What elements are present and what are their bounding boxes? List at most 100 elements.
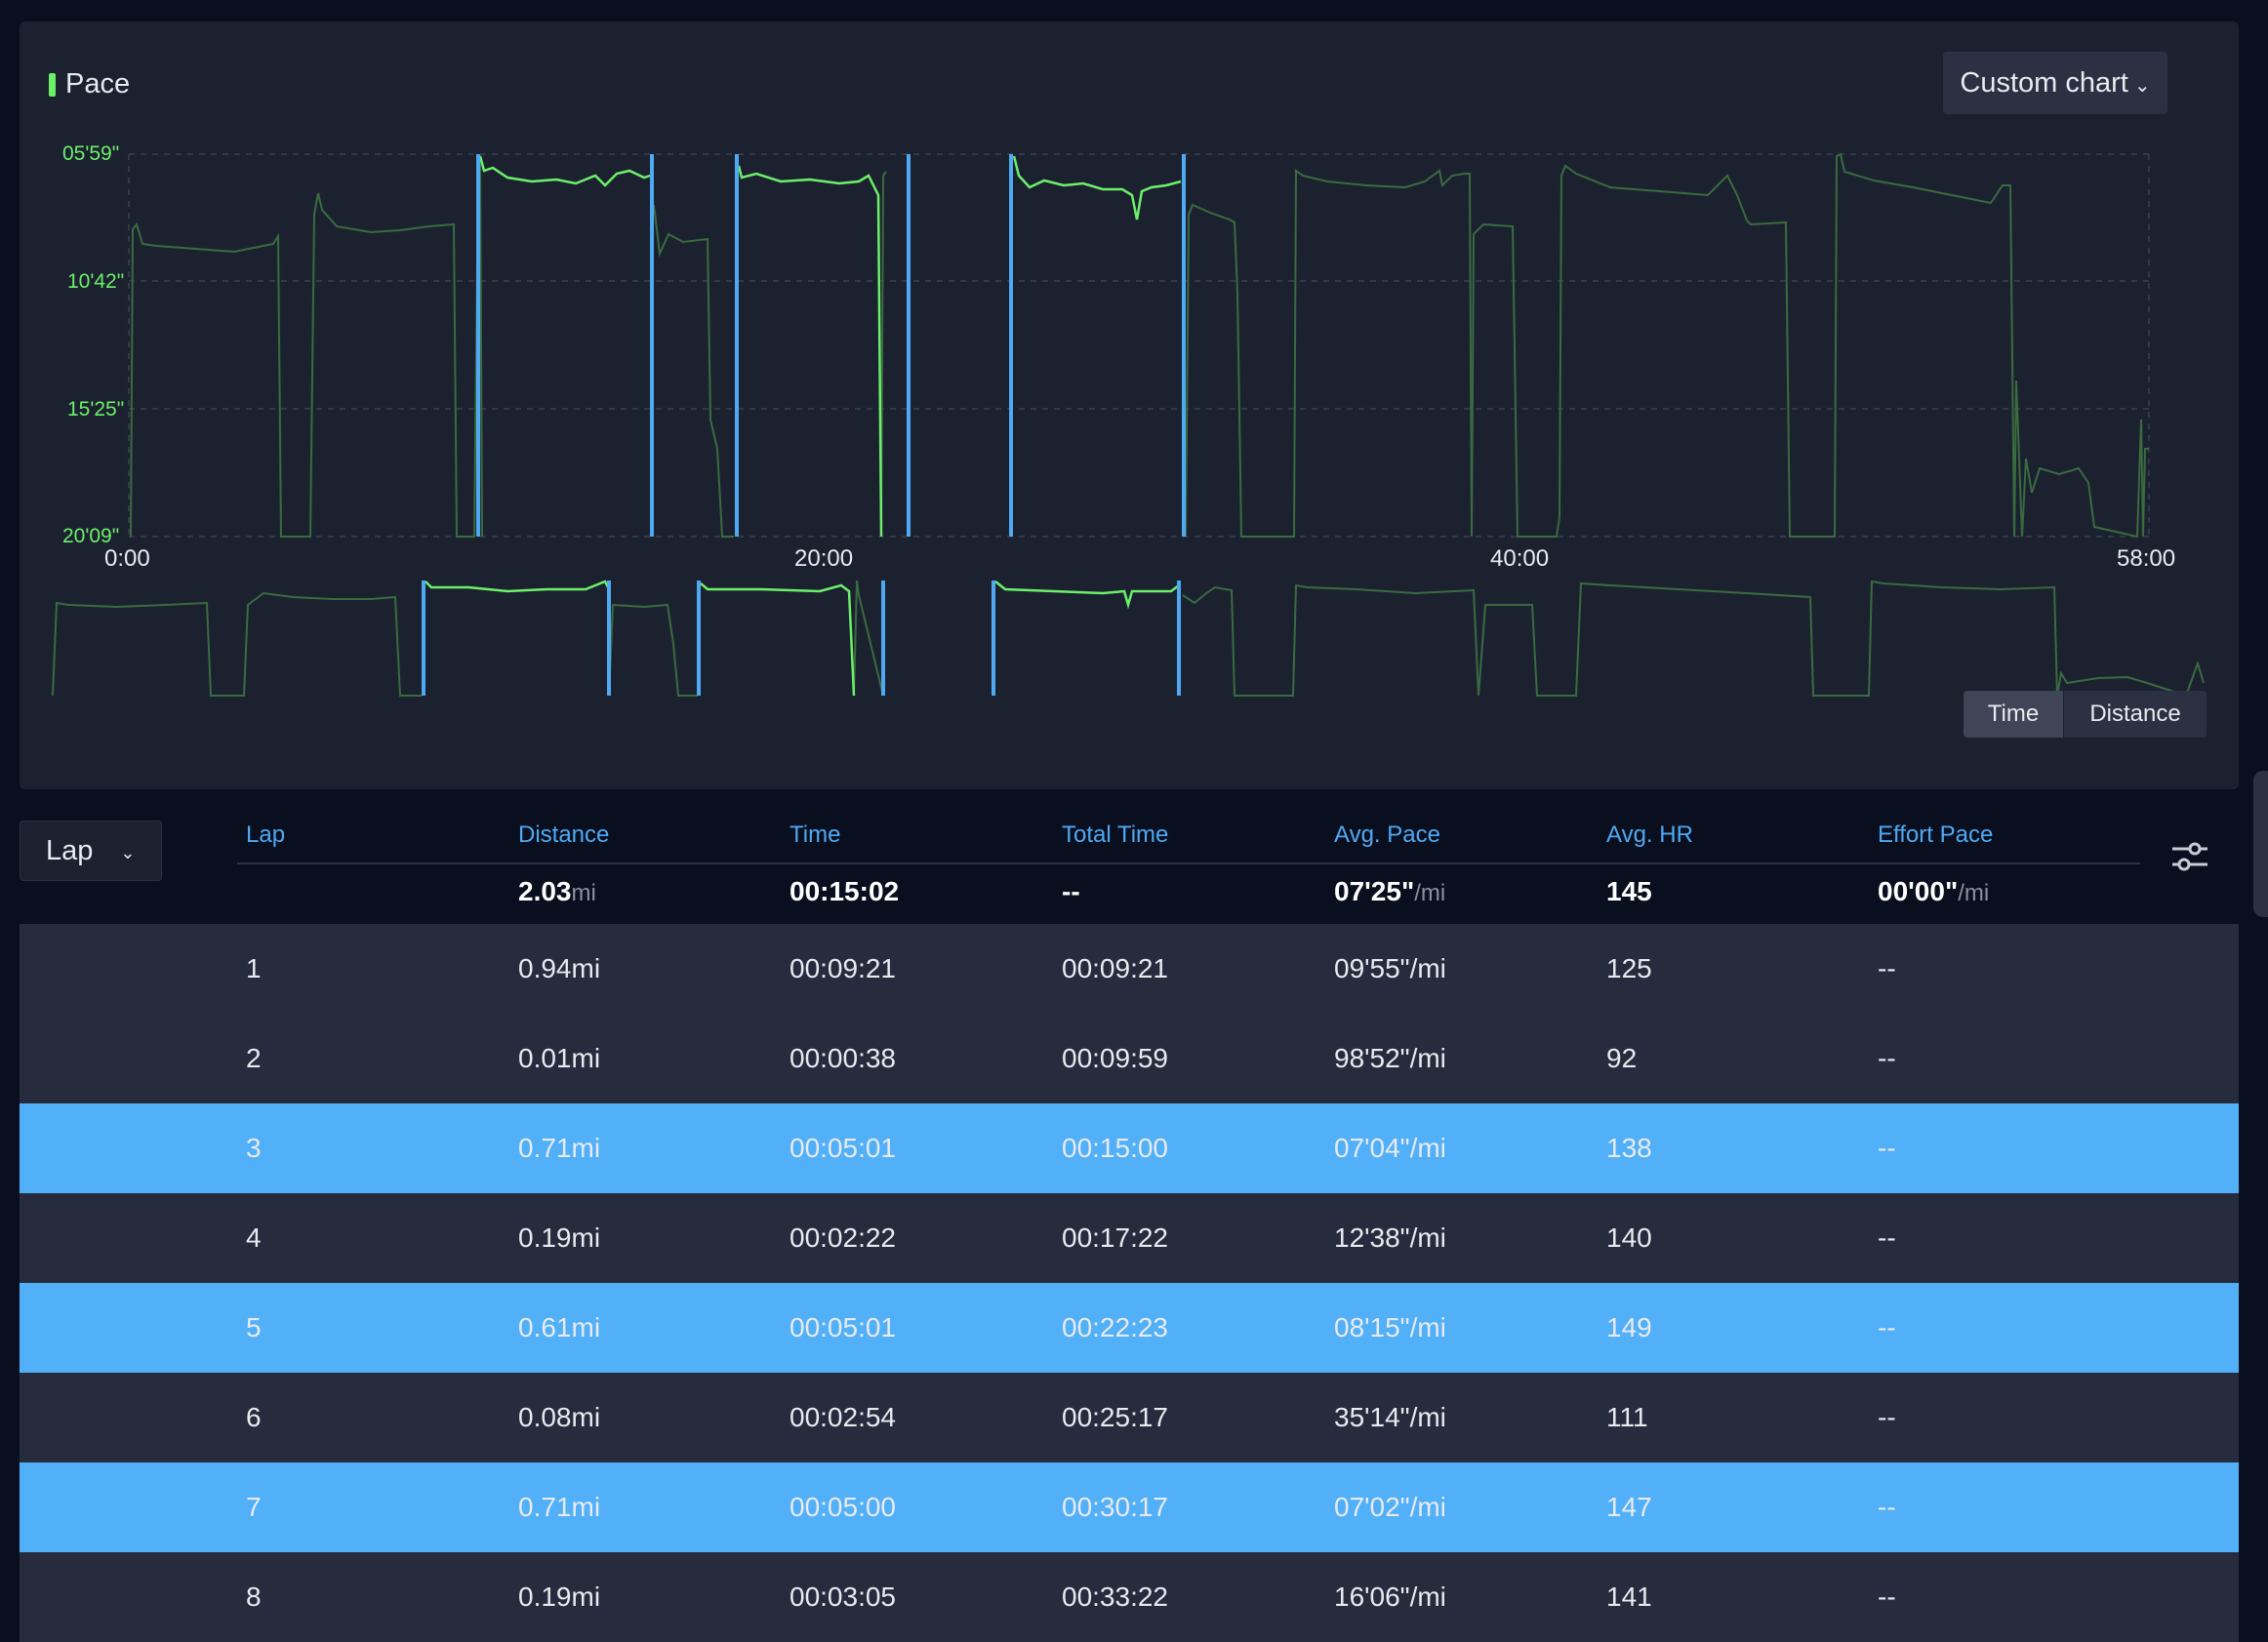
custom-chart-label: Custom chart: [1960, 66, 2128, 99]
cell-lap: 2: [246, 1043, 262, 1073]
x-tick-label: 40:00: [1490, 545, 1549, 572]
header-time[interactable]: Time: [790, 821, 841, 848]
cell-pace: 16'06"/mi: [1334, 1582, 1446, 1612]
cell-time: 00:02:54: [790, 1402, 896, 1432]
cell-lap: 7: [246, 1492, 262, 1522]
cell-distance: 0.71mi: [518, 1133, 601, 1163]
cell-total: 00:09:21: [1062, 953, 1168, 983]
summary-distance: 2.03mi: [518, 876, 596, 906]
chart-title-text: Pace: [65, 68, 131, 100]
cell-hr: 138: [1606, 1133, 1652, 1163]
summary-time: 00:15:02: [790, 876, 900, 906]
cell-total: 00:33:22: [1062, 1582, 1168, 1612]
y-tick-label: 05'59": [62, 142, 119, 165]
cell-time: 00:00:38: [790, 1043, 896, 1073]
lap-dropdown-label: Lap: [46, 834, 94, 866]
cell-time: 00:05:01: [790, 1312, 896, 1342]
cell-effort: --: [1878, 1582, 1896, 1612]
table-row[interactable]: 4 0.19mi 00:02:22 00:17:22 12'38"/mi 140 --: [20, 1193, 2239, 1283]
cell-total: 00:09:59: [1062, 1043, 1168, 1073]
overview-chart[interactable]: [52, 580, 2205, 698]
toggle-time-button[interactable]: Time: [1964, 691, 2063, 738]
lap-7-pace: [1012, 155, 1182, 220]
cell-hr: 111: [1606, 1402, 1648, 1432]
cell-pace: 08'15"/mi: [1334, 1312, 1446, 1342]
lap-markers: [476, 154, 1186, 537]
lap-3-pace: [478, 155, 651, 187]
grid-lines: [128, 153, 2150, 538]
table-row[interactable]: 8 0.19mi 00:03:05 00:33:22 16'06"/mi 141 --: [20, 1552, 2239, 1642]
cell-hr: 141: [1606, 1582, 1652, 1612]
lap-dropdown[interactable]: Lap ⌄: [20, 821, 162, 881]
cell-pace: 98'52"/mi: [1334, 1043, 1446, 1073]
y-tick-label: 15'25": [67, 398, 124, 421]
custom-chart-button[interactable]: Custom chart ⌄: [1943, 52, 2167, 114]
side-panel-toggle[interactable]: [2253, 771, 2268, 917]
cell-pace: 07'04"/mi: [1334, 1133, 1446, 1163]
chevron-down-icon: ⌄: [120, 842, 136, 862]
pace-chart[interactable]: 05'59" 10'42" 15'25" 20'09" 0:00 20:00 4…: [0, 0, 2268, 781]
x-tick-label: 20:00: [794, 545, 853, 572]
cell-effort: --: [1878, 1133, 1896, 1163]
chart-title: Pace: [49, 68, 130, 100]
cell-distance: 0.19mi: [518, 1222, 601, 1253]
pace-line: [130, 152, 2149, 539]
cell-effort: --: [1878, 1492, 1896, 1522]
overview-lap-3: [425, 580, 611, 593]
y-tick-label: 10'42": [67, 270, 124, 293]
column-settings-icon[interactable]: [2170, 839, 2209, 874]
cell-lap: 1: [246, 953, 262, 983]
cell-hr: 140: [1606, 1222, 1652, 1253]
table-row[interactable]: 2 0.01mi 00:00:38 00:09:59 98'52"/mi 92 --: [20, 1014, 2239, 1103]
cell-distance: 0.94mi: [518, 953, 601, 983]
table-row[interactable]: 7 0.71mi 00:05:00 00:30:17 07'02"/mi 147 --: [20, 1462, 2239, 1552]
header-avg-hr[interactable]: Avg. HR: [1606, 821, 1693, 848]
cell-time: 00:09:21: [790, 953, 896, 983]
cell-hr: 149: [1606, 1312, 1652, 1342]
cell-pace: 12'38"/mi: [1334, 1222, 1446, 1253]
cell-total: 00:30:17: [1062, 1492, 1168, 1522]
cell-time: 00:05:00: [790, 1492, 896, 1522]
summary-pace: 07'25"/mi: [1334, 876, 1446, 906]
cell-effort: --: [1878, 953, 1896, 983]
cell-distance: 0.01mi: [518, 1043, 601, 1073]
header-lap[interactable]: Lap: [246, 821, 286, 848]
cell-effort: --: [1878, 1043, 1896, 1073]
header-avg-pace[interactable]: Avg. Pace: [1334, 821, 1440, 848]
cell-total: 00:15:00: [1062, 1133, 1168, 1163]
cell-time: 00:03:05: [790, 1582, 896, 1612]
header-effort-pace[interactable]: Effort Pace: [1878, 821, 1994, 848]
table-row[interactable]: 3 0.71mi 00:05:01 00:15:00 07'04"/mi 138 --: [20, 1103, 2239, 1193]
cell-total: 00:17:22: [1062, 1222, 1168, 1253]
overview-lap-7: [994, 581, 1180, 610]
toggle-distance-button[interactable]: Distance: [2064, 691, 2207, 738]
y-tick-label: 20'09": [62, 525, 119, 547]
cell-effort: --: [1878, 1222, 1896, 1253]
cell-distance: 0.19mi: [518, 1582, 601, 1612]
cell-lap: 4: [246, 1222, 262, 1253]
cell-hr: 147: [1606, 1492, 1652, 1522]
summary-effort: 00'00"/mi: [1878, 876, 1990, 906]
header-total-time[interactable]: Total Time: [1062, 821, 1169, 848]
header-distance[interactable]: Distance: [518, 821, 610, 848]
cell-lap: 5: [246, 1312, 262, 1342]
table-row[interactable]: 6 0.08mi 00:02:54 00:25:17 35'14"/mi 111 --: [20, 1373, 2239, 1462]
table-row[interactable]: 1 0.94mi 00:09:21 00:09:21 09'55"/mi 125 --: [20, 924, 2239, 1014]
summary-total-time: --: [1062, 876, 1080, 906]
cell-total: 00:22:23: [1062, 1312, 1168, 1342]
overview-lap-5: [700, 582, 856, 697]
cell-lap: 6: [246, 1402, 262, 1432]
summary-hr: 145: [1606, 876, 1652, 906]
cell-distance: 0.61mi: [518, 1312, 601, 1342]
pace-legend-swatch: [49, 72, 56, 97]
cell-hr: 92: [1606, 1043, 1638, 1073]
cell-time: 00:05:01: [790, 1133, 896, 1163]
cell-hr: 125: [1606, 953, 1652, 983]
header-divider: [237, 862, 2140, 864]
table-row[interactable]: 5 0.61mi 00:05:01 00:22:23 08'15"/mi 149 --: [20, 1283, 2239, 1373]
cell-lap: 8: [246, 1582, 262, 1612]
cell-pace: 07'02"/mi: [1334, 1492, 1446, 1522]
chevron-down-icon: ⌄: [2133, 74, 2151, 97]
cell-pace: 35'14"/mi: [1334, 1402, 1446, 1432]
cell-total: 00:25:17: [1062, 1402, 1168, 1432]
